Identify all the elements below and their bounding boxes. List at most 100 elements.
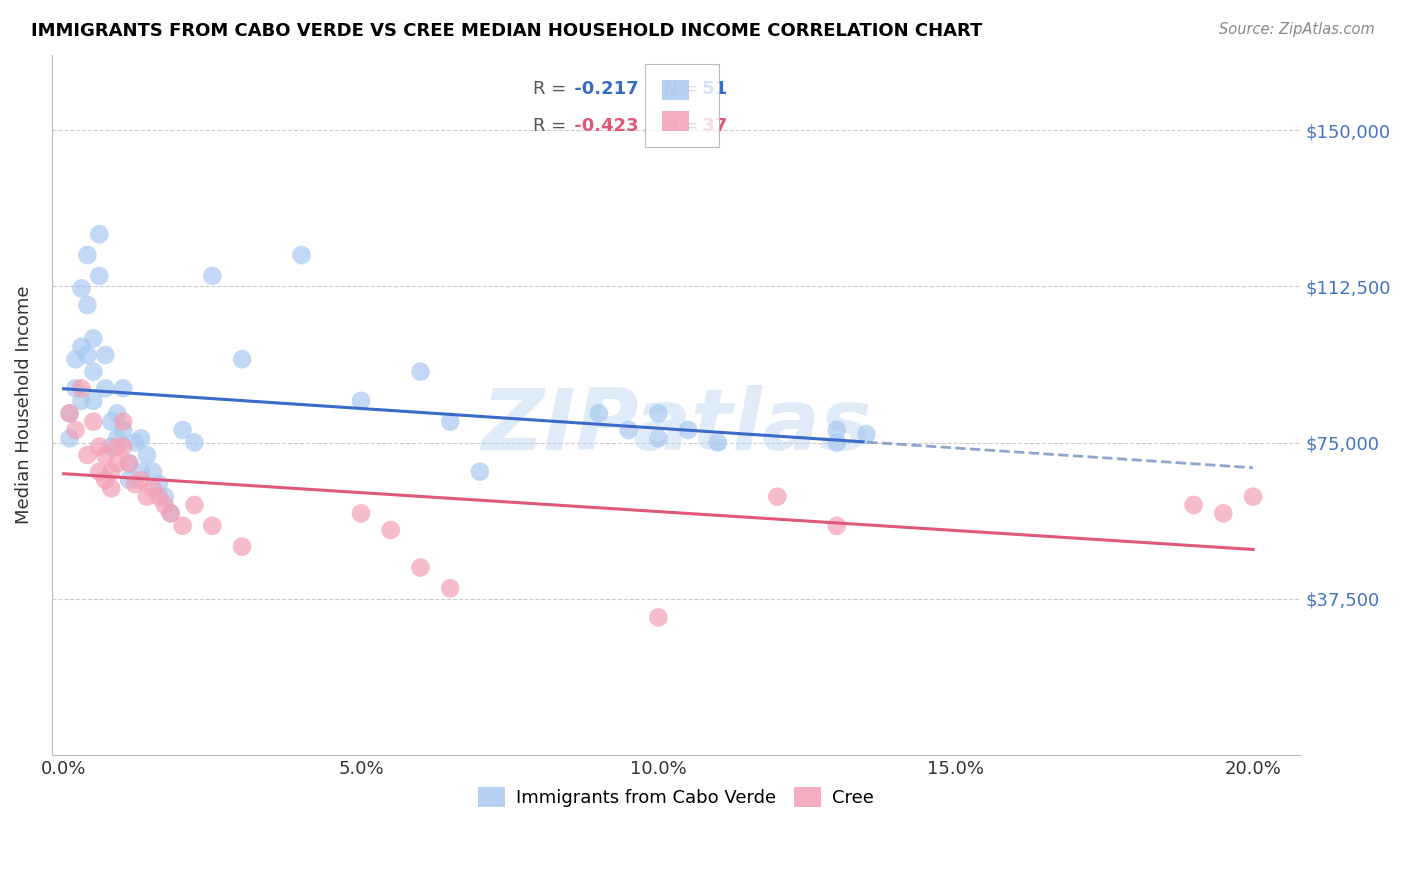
Point bbox=[647, 431, 669, 445]
Point bbox=[676, 423, 699, 437]
Point bbox=[105, 440, 128, 454]
Y-axis label: Median Household Income: Median Household Income bbox=[15, 285, 32, 524]
Point bbox=[647, 610, 669, 624]
Text: IMMIGRANTS FROM CABO VERDE VS CREE MEDIAN HOUSEHOLD INCOME CORRELATION CHART: IMMIGRANTS FROM CABO VERDE VS CREE MEDIA… bbox=[31, 22, 983, 40]
Point bbox=[129, 465, 152, 479]
Point bbox=[65, 352, 87, 367]
Point bbox=[135, 448, 157, 462]
Point bbox=[89, 268, 111, 283]
Point bbox=[94, 473, 117, 487]
Point bbox=[231, 352, 253, 367]
Point bbox=[112, 415, 135, 429]
Point bbox=[118, 456, 141, 470]
Point bbox=[65, 423, 87, 437]
Point bbox=[76, 448, 98, 462]
Point bbox=[118, 456, 141, 470]
Point bbox=[76, 248, 98, 262]
Text: N =: N = bbox=[664, 79, 697, 97]
Point bbox=[172, 423, 194, 437]
Point bbox=[588, 406, 610, 420]
Point bbox=[468, 465, 491, 479]
Point bbox=[58, 406, 80, 420]
Point bbox=[105, 431, 128, 445]
Point bbox=[65, 381, 87, 395]
Point bbox=[70, 340, 93, 354]
Point bbox=[112, 440, 135, 454]
Point bbox=[855, 427, 877, 442]
Point bbox=[142, 481, 165, 495]
Point bbox=[201, 268, 224, 283]
Legend: Immigrants from Cabo Verde, Cree: Immigrants from Cabo Verde, Cree bbox=[470, 778, 883, 816]
Point bbox=[153, 490, 176, 504]
Point bbox=[76, 298, 98, 312]
Point bbox=[100, 415, 122, 429]
Point bbox=[112, 381, 135, 395]
Point bbox=[82, 331, 104, 345]
Point bbox=[766, 490, 789, 504]
Point bbox=[82, 365, 104, 379]
Point bbox=[159, 506, 181, 520]
Point bbox=[707, 435, 730, 450]
Point bbox=[617, 423, 640, 437]
Text: 37: 37 bbox=[696, 117, 727, 135]
Point bbox=[350, 393, 373, 408]
Text: R =: R = bbox=[533, 117, 565, 135]
Point bbox=[825, 423, 848, 437]
Point bbox=[439, 582, 461, 596]
Point bbox=[100, 481, 122, 495]
Point bbox=[82, 393, 104, 408]
Point bbox=[89, 227, 111, 242]
Point bbox=[409, 560, 432, 574]
Text: -0.423: -0.423 bbox=[568, 117, 638, 135]
Point bbox=[159, 506, 181, 520]
Point bbox=[1182, 498, 1205, 512]
Point bbox=[94, 448, 117, 462]
Point bbox=[172, 518, 194, 533]
Point bbox=[76, 348, 98, 362]
Point bbox=[825, 518, 848, 533]
Point bbox=[58, 431, 80, 445]
Point bbox=[129, 473, 152, 487]
Point bbox=[290, 248, 312, 262]
Point bbox=[70, 281, 93, 295]
Point bbox=[380, 523, 402, 537]
Text: R =: R = bbox=[533, 79, 565, 97]
Point bbox=[1241, 490, 1264, 504]
Text: 51: 51 bbox=[696, 79, 727, 97]
Point bbox=[647, 406, 669, 420]
Point bbox=[201, 518, 224, 533]
Point bbox=[82, 415, 104, 429]
Point bbox=[94, 348, 117, 362]
Point bbox=[183, 435, 205, 450]
Point bbox=[100, 440, 122, 454]
Point bbox=[129, 431, 152, 445]
Point bbox=[70, 393, 93, 408]
Point bbox=[231, 540, 253, 554]
Point bbox=[142, 465, 165, 479]
Point bbox=[58, 406, 80, 420]
Point bbox=[409, 365, 432, 379]
Point bbox=[118, 473, 141, 487]
Point bbox=[124, 435, 146, 450]
Point bbox=[89, 465, 111, 479]
Point bbox=[100, 465, 122, 479]
Point bbox=[112, 423, 135, 437]
Point bbox=[148, 490, 170, 504]
Text: -0.217: -0.217 bbox=[568, 79, 638, 97]
Point bbox=[439, 415, 461, 429]
Point bbox=[89, 440, 111, 454]
Point bbox=[135, 490, 157, 504]
Text: ZIPatlas: ZIPatlas bbox=[481, 384, 872, 467]
Point bbox=[105, 406, 128, 420]
Point bbox=[70, 381, 93, 395]
Point bbox=[153, 498, 176, 512]
Point bbox=[94, 381, 117, 395]
Point bbox=[148, 477, 170, 491]
Point bbox=[105, 456, 128, 470]
Point bbox=[124, 477, 146, 491]
Text: N =: N = bbox=[664, 117, 697, 135]
Point bbox=[183, 498, 205, 512]
Point bbox=[1212, 506, 1234, 520]
Point bbox=[350, 506, 373, 520]
Text: Source: ZipAtlas.com: Source: ZipAtlas.com bbox=[1219, 22, 1375, 37]
